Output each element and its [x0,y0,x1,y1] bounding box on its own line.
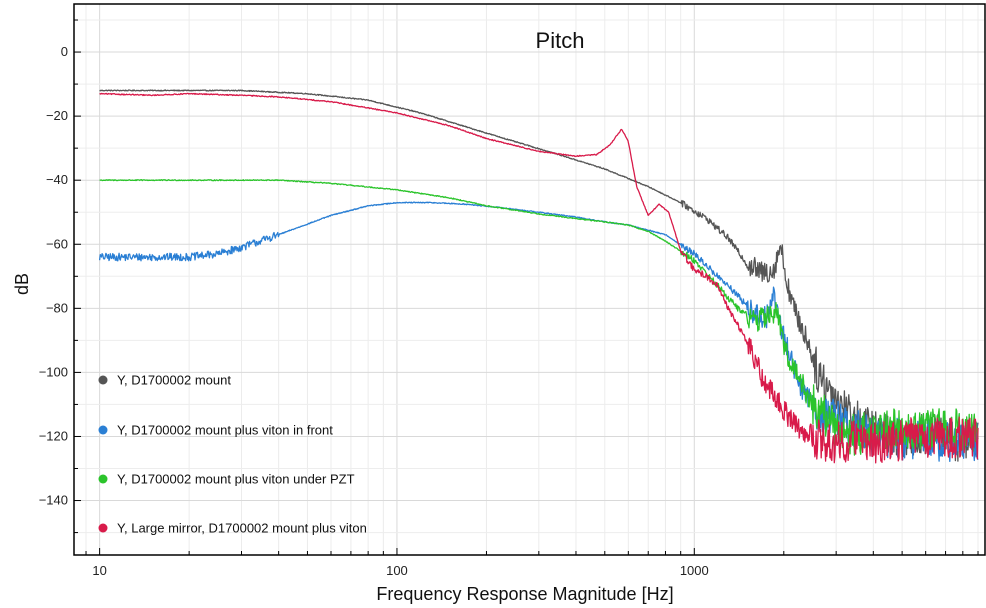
legend-label: Y, D1700002 mount plus viton under PZT [117,472,355,487]
legend-item: Y, D1700002 mount plus viton in front [98,423,333,438]
y-tick-label: −40 [46,172,68,187]
legend-item: Y, Large mirror, D1700002 mount plus vit… [98,521,367,536]
grid [74,4,985,555]
y-axis-title: dB [12,273,32,295]
legend-swatch [98,474,108,484]
legend-swatch [98,523,108,533]
y-tick-label: −100 [39,364,68,379]
legend: Y, D1700002 mount Y, D1700002 mount plus … [98,373,367,536]
x-tick-label: 1000 [680,563,709,578]
y-tick-label: 0 [61,44,68,59]
legend-item: Y, D1700002 mount plus viton under PZT [98,472,355,487]
legend-label: Y, D1700002 mount plus viton in front [117,423,333,438]
y-tick-label: −120 [39,428,68,443]
y-tick-label: −80 [46,300,68,315]
legend-label: Y, D1700002 mount [117,373,231,388]
legend-item: Y, D1700002 mount [98,373,231,388]
legend-label: Y, Large mirror, D1700002 mount plus vit… [117,521,367,536]
series-lines [98,89,979,464]
series-line [99,179,979,456]
legend-swatch [98,375,108,385]
y-tick-label: −20 [46,108,68,123]
x-tick-label: 10 [92,563,106,578]
series-line [99,92,979,464]
chart-title: Pitch [536,28,585,53]
x-tick-label: 100 [386,563,408,578]
x-axis-title: Frequency Response Magnitude [Hz] [376,584,673,604]
series-line [99,89,979,462]
legend-swatch [98,425,108,435]
axis-ticks: 10 100 1000 0 −20 −40 −60 −80 −100 −120 −140 [39,19,979,578]
y-tick-label: −60 [46,236,68,251]
y-tick-label: −140 [39,493,68,508]
plot-frame [73,3,986,556]
